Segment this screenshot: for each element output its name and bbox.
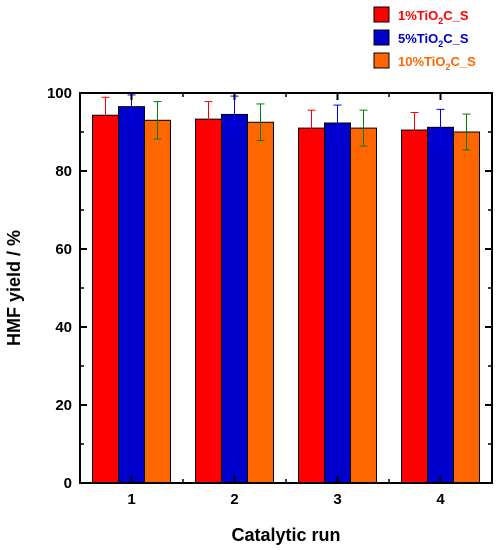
bar xyxy=(350,127,377,484)
legend: 1%TiO2C_S 5%TiO2C_S 10%TiO2C_S xyxy=(373,6,476,72)
bar xyxy=(92,114,119,484)
y-tick-label: 40 xyxy=(55,319,72,336)
y-tick-label: 20 xyxy=(55,397,72,414)
bar xyxy=(144,119,171,484)
y-tick-label: 80 xyxy=(55,163,72,180)
x-tick-label: 4 xyxy=(436,491,445,508)
x-tick-label: 3 xyxy=(333,491,341,508)
bar xyxy=(401,129,428,484)
legend-swatch xyxy=(373,6,390,23)
y-tick-label: 60 xyxy=(55,241,72,258)
bar xyxy=(118,106,145,484)
bar xyxy=(247,121,274,484)
x-tick-label: 2 xyxy=(230,491,238,508)
y-axis-title: HMF yield / % xyxy=(4,230,24,346)
legend-swatch xyxy=(373,29,390,46)
y-tick-label: 0 xyxy=(64,475,72,492)
error-bars-layer xyxy=(101,94,471,151)
legend-label: 5%TiO2C_S xyxy=(398,31,469,49)
bar xyxy=(324,122,351,484)
y-tick-label: 100 xyxy=(47,85,72,102)
bar xyxy=(221,113,248,484)
bar xyxy=(195,118,222,484)
y-axis: 0 20 40 60 80 100 xyxy=(47,85,492,492)
bar xyxy=(453,131,480,484)
bar xyxy=(298,127,325,484)
legend-label: 1%TiO2C_S xyxy=(398,8,469,26)
x-axis: 1 2 3 4 xyxy=(127,93,445,508)
legend-swatch xyxy=(373,52,390,69)
bar xyxy=(427,126,454,484)
x-tick-label: 1 xyxy=(127,491,135,508)
bars-layer xyxy=(92,106,480,484)
x-axis-title: Catalytic run xyxy=(231,525,340,545)
legend-label: 10%TiO2C_S xyxy=(398,54,476,72)
